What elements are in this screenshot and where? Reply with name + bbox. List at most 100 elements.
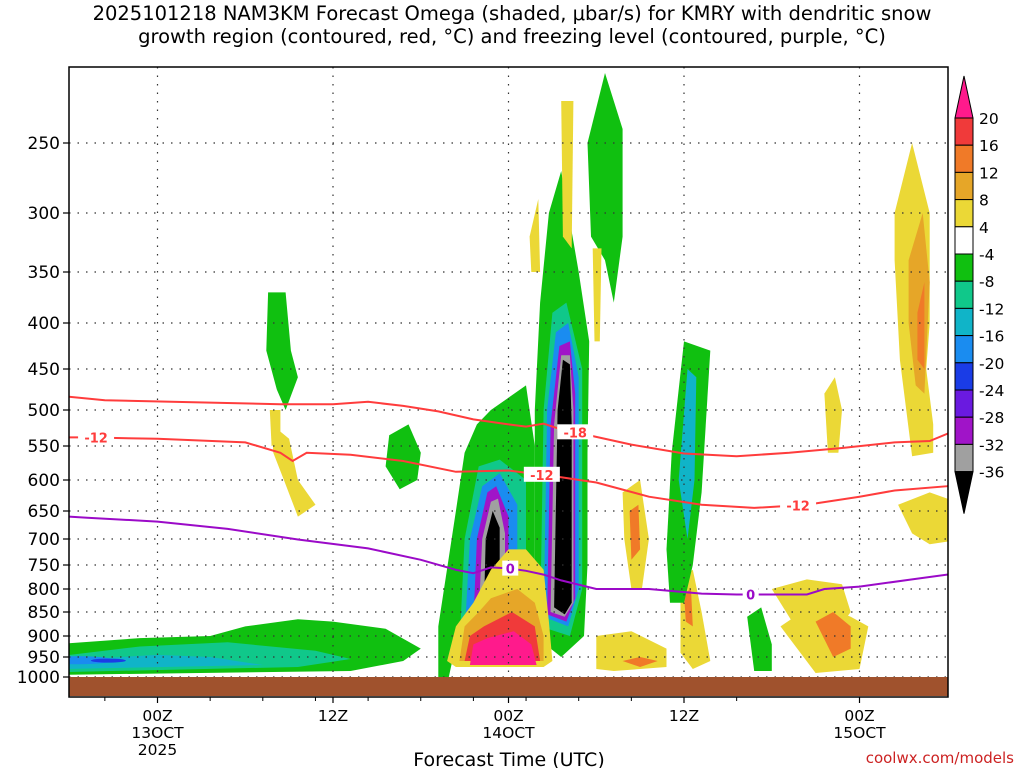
omega-right-yellow-i: [824, 377, 842, 453]
colorbar-label: -12: [979, 300, 1004, 318]
colorbar-top-arrow: [954, 75, 974, 119]
colorbar-bin: [954, 199, 974, 228]
colorbar-label: -28: [979, 409, 1004, 427]
y-tick-label: 850: [28, 603, 60, 623]
omega-right-yellow-h: [898, 492, 948, 545]
colorbar-label: -24: [979, 382, 1004, 400]
colorbar-bin: [954, 253, 974, 282]
omega-lowlevel-core: [90, 658, 126, 663]
y-tick-label: 550: [28, 437, 60, 457]
colorbar-label: -16: [979, 328, 1004, 346]
omega-upper-yellow-a: [271, 424, 316, 517]
x-axis-label: Forecast Time (UTC): [413, 749, 604, 768]
y-axis: 250 300 350 400 450 500 550 600 650 700 750 800 850 9…: [17, 134, 69, 688]
contour-label: -12: [84, 432, 108, 447]
x-tick-label: 14OCT: [482, 724, 535, 742]
contour-label: -18: [563, 426, 587, 441]
colorbar-label: -20: [979, 355, 1004, 373]
x-tick-label: 00Z: [142, 707, 172, 725]
x-tick-label: 15OCT: [833, 724, 886, 742]
y-tick-label: 800: [28, 580, 60, 600]
contour-label: -12: [786, 499, 810, 514]
x-tick-label: 00Z: [493, 707, 523, 725]
colorbar-label: -32: [979, 436, 1004, 454]
omega-top-yellow-c: [592, 248, 602, 342]
omega-right-green-b: [747, 607, 772, 671]
omega-col-orange-d: [684, 589, 693, 627]
contour-label-bg: [742, 586, 759, 602]
colorbar-bin: [954, 171, 974, 201]
contour-dgz-upper: [69, 395, 948, 458]
colorbar-bin: [954, 443, 974, 473]
x-tick-label: 13OCT: [131, 724, 184, 742]
ground-bar: [69, 677, 948, 696]
chart-title-line1: 2025101218 NAM3KM Forecast Omega (shaded…: [92, 2, 932, 25]
omega-low-orange-b: [622, 657, 658, 667]
contour-label: -12: [530, 469, 554, 484]
contour-label-bg: [502, 560, 519, 576]
contour-lines: -18-18-12-12-12000: [69, 395, 948, 604]
omega-upper-green-a: [266, 292, 298, 410]
omega-right-orange-g: [908, 213, 930, 394]
colorbar-label: 16: [979, 137, 999, 155]
credit-text: coolwx.com/models: [866, 749, 1014, 767]
contour-label: 0: [506, 563, 515, 578]
colorbar-bin: [954, 117, 974, 146]
chart-title: 2025101218 NAM3KM Forecast Omega (shaded…: [0, 2, 1024, 48]
y-tick-label: 950: [28, 648, 60, 668]
contour-label-bg: [523, 466, 560, 482]
omega-top-yellow-b: [529, 199, 541, 272]
colorbar-label: 8: [979, 192, 989, 210]
colorbar-label: -36: [979, 464, 1004, 482]
contour-dgz-lower: [69, 436, 948, 509]
colorbar-label: -4: [979, 246, 994, 264]
y-tick-label: 700: [28, 530, 60, 550]
omega-shading: [69, 73, 948, 677]
colorbar-bin: [954, 389, 974, 418]
contour-label-bg: [557, 424, 594, 440]
colorbar-bin: [954, 307, 974, 337]
colorbar-label: -8: [979, 273, 994, 291]
x-tick-label: 2025: [138, 741, 177, 759]
colorbar-label: 4: [979, 219, 989, 237]
omega-main-black-b: [554, 359, 572, 615]
colorbar: 20 16 12 8 4 -4 -8 -12 -16 -20 -24 -28 -32 -36: [954, 75, 1004, 514]
contour-label-bg: [78, 429, 115, 445]
y-tick-label: 500: [28, 401, 60, 421]
contour-label: 0: [746, 589, 755, 604]
omega-top-green-a: [587, 73, 623, 303]
contour-label-bg: [780, 497, 817, 513]
colorbar-bin: [954, 280, 974, 309]
omega-top-yellow-a: [561, 101, 574, 249]
y-tick-label: 250: [28, 134, 60, 154]
colorbar-bin: [954, 226, 974, 255]
omega-lowlevel-cyan: [69, 654, 263, 669]
y-tick-label: 400: [28, 314, 60, 334]
x-tick-label: 12Z: [318, 707, 348, 725]
y-tick-label: 1000: [17, 668, 60, 688]
colorbar-label: 20: [979, 110, 999, 128]
colorbar-bin: [954, 335, 974, 364]
colorbar-bin: [954, 362, 974, 391]
colorbar-bin: [954, 144, 974, 173]
omega-mid-green-b: [385, 424, 421, 490]
y-tick-label: 300: [28, 204, 60, 224]
colorbar-bin: [954, 416, 974, 445]
omega-right-orange-f: [815, 612, 851, 657]
colorbar-label: 12: [979, 164, 999, 182]
x-tick-label: 12Z: [669, 707, 699, 725]
y-tick-label: 750: [28, 556, 60, 576]
omega-col-orange-c: [629, 504, 641, 560]
y-tick-label: 900: [28, 627, 60, 647]
contour-freezing-level: [69, 515, 948, 596]
y-tick-label: 450: [28, 360, 60, 380]
y-tick-label: 600: [28, 471, 60, 491]
colorbar-bottom-arrow: [954, 471, 974, 514]
chart-title-line2: growth region (contoured, red, °C) and f…: [138, 25, 886, 48]
omega-right-red-g: [917, 282, 925, 369]
x-tick-label: 00Z: [844, 707, 874, 725]
y-tick-label: 650: [28, 502, 60, 522]
y-tick-label: 350: [28, 263, 60, 283]
